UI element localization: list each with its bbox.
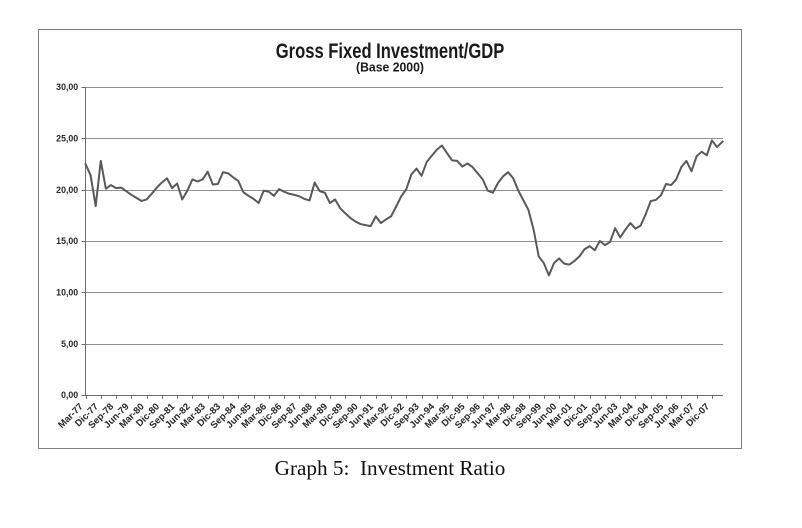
svg-text:5,00: 5,00 xyxy=(61,339,78,349)
svg-text:Gross Fixed Investment/GDP: Gross Fixed Investment/GDP xyxy=(276,40,505,64)
svg-text:(Base 2000): (Base 2000) xyxy=(356,60,424,74)
svg-text:15,00: 15,00 xyxy=(56,236,78,246)
svg-text:0,00: 0,00 xyxy=(61,390,78,400)
svg-text:20,00: 20,00 xyxy=(56,185,78,195)
svg-text:25,00: 25,00 xyxy=(56,134,78,144)
svg-text:10,00: 10,00 xyxy=(56,288,78,298)
svg-text:Graph 5: Investment Ratio: Graph 5: Investment Ratio xyxy=(275,456,506,480)
svg-text:30,00: 30,00 xyxy=(56,82,78,92)
